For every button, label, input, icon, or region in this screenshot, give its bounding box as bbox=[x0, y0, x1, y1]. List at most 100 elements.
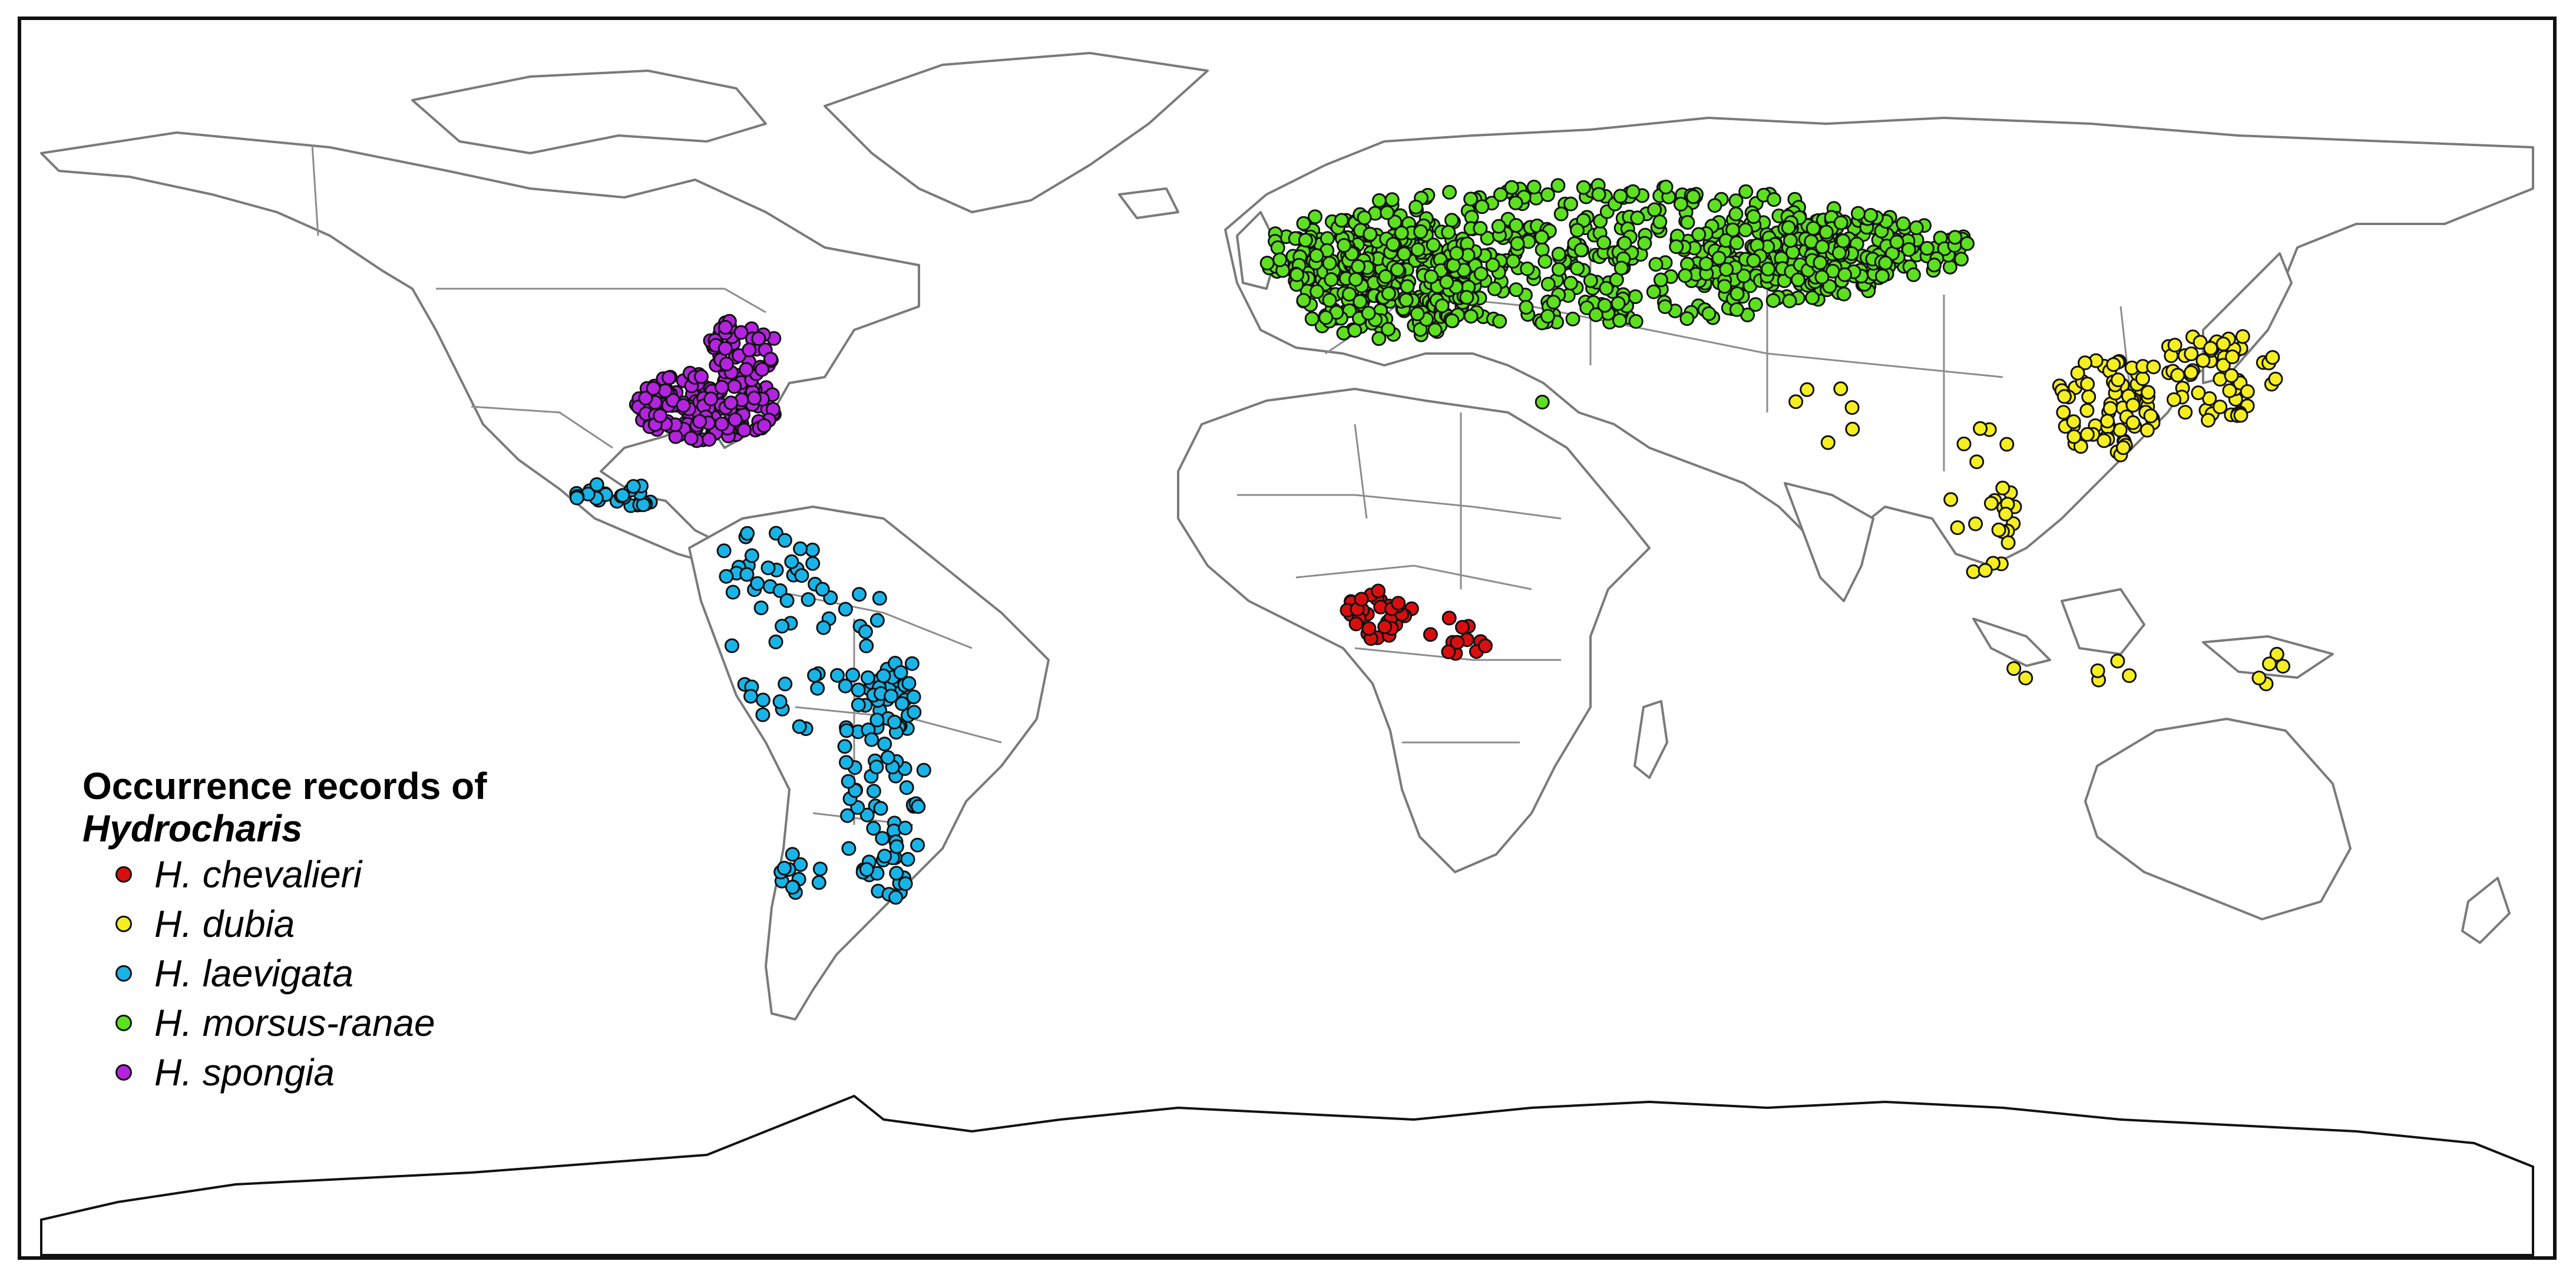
occurrence-point-morsus-ranae bbox=[1570, 223, 1585, 238]
occurrence-point-spongia bbox=[739, 362, 754, 377]
occurrence-point-dubia bbox=[2184, 346, 2199, 361]
occurrence-point-morsus-ranae bbox=[1385, 237, 1401, 252]
occurrence-point-morsus-ranae bbox=[1381, 286, 1396, 301]
occurrence-point-laevigata bbox=[569, 490, 584, 506]
legend-title-line1: Occurrence records of bbox=[82, 765, 487, 807]
occurrence-point-morsus-ranae bbox=[1372, 193, 1387, 208]
legend-item-chevalieri: H. chevalieri bbox=[115, 850, 487, 899]
occurrence-point-laevigata bbox=[772, 694, 788, 709]
occurrence-point-morsus-ranae bbox=[1782, 293, 1797, 309]
occurrence-point-laevigata bbox=[876, 668, 891, 684]
occurrence-point-dubia bbox=[1800, 382, 1815, 397]
occurrence-point-morsus-ranae bbox=[1473, 266, 1489, 282]
occurrence-point-dubia bbox=[2056, 405, 2071, 420]
occurrence-point-dubia bbox=[2224, 368, 2239, 383]
occurrence-point-dubia bbox=[2146, 359, 2161, 375]
occurrence-point-dubia bbox=[2167, 338, 2183, 353]
occurrence-point-dubia bbox=[2079, 403, 2095, 418]
occurrence-point-morsus-ranae bbox=[1919, 240, 1935, 256]
occurrence-point-morsus-ranae bbox=[1896, 216, 1911, 232]
legend-item-dubia: H. dubia bbox=[115, 899, 487, 949]
occurrence-point-morsus-ranae bbox=[1504, 180, 1519, 195]
occurrence-point-morsus-ranae bbox=[1289, 267, 1305, 282]
occurrence-point-morsus-ranae bbox=[1679, 311, 1695, 326]
occurrence-point-spongia bbox=[653, 408, 668, 423]
occurrence-point-laevigata bbox=[851, 682, 866, 698]
occurrence-point-laevigata bbox=[911, 799, 926, 814]
occurrence-point-morsus-ranae bbox=[1652, 214, 1668, 229]
occurrence-point-morsus-ranae bbox=[1439, 275, 1454, 290]
occurrence-point-morsus-ranae bbox=[1551, 262, 1566, 277]
occurrence-point-laevigata bbox=[768, 634, 783, 649]
occurrence-point-dubia bbox=[2215, 336, 2231, 352]
occurrence-point-laevigata bbox=[859, 862, 874, 877]
occurrence-point-morsus-ranae bbox=[1546, 295, 1561, 310]
occurrence-point-laevigata bbox=[784, 554, 799, 569]
occurrence-point-morsus-ranae bbox=[1550, 178, 1566, 193]
occurrence-point-morsus-ranae bbox=[1410, 242, 1426, 257]
legend-item-laevigata: H. laevigata bbox=[115, 949, 487, 998]
occurrence-point-morsus-ranae bbox=[1805, 290, 1820, 305]
occurrence-point-morsus-ranae bbox=[1785, 245, 1800, 260]
occurrence-point-laevigata bbox=[716, 543, 732, 559]
occurrence-point-morsus-ranae bbox=[1322, 256, 1337, 271]
occurrence-point-morsus-ranae bbox=[1874, 269, 1890, 283]
occurrence-point-dubia bbox=[1845, 421, 1860, 437]
occurrence-point-morsus-ranae bbox=[1669, 239, 1684, 255]
occurrence-point-dubia bbox=[1956, 436, 1972, 451]
north-america bbox=[40, 131, 920, 567]
occurrence-point-morsus-ranae bbox=[1680, 214, 1695, 230]
occurrence-point-morsus-ranae bbox=[1553, 206, 1569, 222]
occurrence-point-chevalieri bbox=[1354, 592, 1369, 607]
occurrence-point-morsus-ranae bbox=[1630, 210, 1645, 226]
india bbox=[1784, 482, 1874, 602]
occurrence-point-morsus-ranae bbox=[1746, 253, 1761, 268]
occurrence-point-laevigata bbox=[869, 760, 884, 775]
occurrence-point-dubia bbox=[2100, 414, 2115, 429]
occurrence-point-morsus-ranae bbox=[1766, 192, 1781, 207]
occurrence-point-morsus-ranae bbox=[1686, 189, 1701, 204]
occurrence-point-morsus-ranae bbox=[1850, 206, 1866, 221]
occurrence-point-laevigata bbox=[866, 784, 881, 799]
occurrence-point-morsus-ranae bbox=[1611, 296, 1626, 311]
occurrence-point-morsus-ranae bbox=[1394, 226, 1409, 240]
occurrence-point-dubia bbox=[2139, 422, 2155, 438]
occurrence-point-morsus-ranae bbox=[1320, 231, 1335, 246]
occurrence-point-morsus-ranae bbox=[1942, 259, 1957, 275]
occurrence-point-laevigata bbox=[858, 624, 873, 639]
occurrence-point-morsus-ranae bbox=[1658, 179, 1674, 194]
occurrence-point-morsus-ranae bbox=[1298, 233, 1313, 247]
occurrence-point-laevigata bbox=[755, 692, 771, 708]
occurrence-point-dubia bbox=[2066, 429, 2082, 444]
occurrence-point-laevigata bbox=[837, 739, 852, 754]
occurrence-point-laevigata bbox=[801, 592, 816, 607]
occurrence-point-chevalieri bbox=[1391, 596, 1406, 611]
occurrence-point-morsus-ranae bbox=[1960, 236, 1975, 251]
occurrence-point-spongia bbox=[717, 341, 733, 356]
occurrence-point-morsus-ranae bbox=[1563, 196, 1578, 212]
occurrence-point-chevalieri bbox=[1478, 638, 1493, 653]
occurrence-point-morsus-ranae bbox=[1947, 230, 1963, 245]
occurrence-point-dubia bbox=[1978, 563, 1993, 578]
legend: Occurrence records of Hydrocharis H. che… bbox=[82, 765, 487, 1097]
occurrence-point-dubia bbox=[2090, 663, 2105, 678]
occurrence-point-dubia bbox=[1991, 522, 2006, 537]
occurrence-point-laevigata bbox=[740, 526, 755, 541]
occurrence-point-morsus-ranae bbox=[1909, 220, 1924, 235]
occurrence-point-laevigata bbox=[775, 619, 790, 634]
occurrence-point-dubia bbox=[2178, 405, 2193, 420]
occurrence-point-laevigata bbox=[589, 477, 604, 492]
occurrence-point-spongia bbox=[676, 398, 691, 413]
occurrence-point-dubia bbox=[2102, 401, 2118, 416]
occurrence-point-laevigata bbox=[904, 656, 920, 671]
occurrence-point-morsus-ranae bbox=[1711, 250, 1727, 266]
occurrence-point-morsus-ranae bbox=[1617, 236, 1632, 251]
occurrence-point-morsus-ranae bbox=[1698, 256, 1714, 272]
occurrence-point-morsus-ranae bbox=[1837, 267, 1853, 282]
occurrence-point-morsus-ranae bbox=[1310, 284, 1325, 299]
occurrence-point-dubia bbox=[2215, 358, 2231, 373]
occurrence-point-laevigata bbox=[744, 548, 759, 563]
occurrence-point-spongia bbox=[638, 391, 653, 406]
occurrence-point-spongia bbox=[683, 431, 699, 446]
